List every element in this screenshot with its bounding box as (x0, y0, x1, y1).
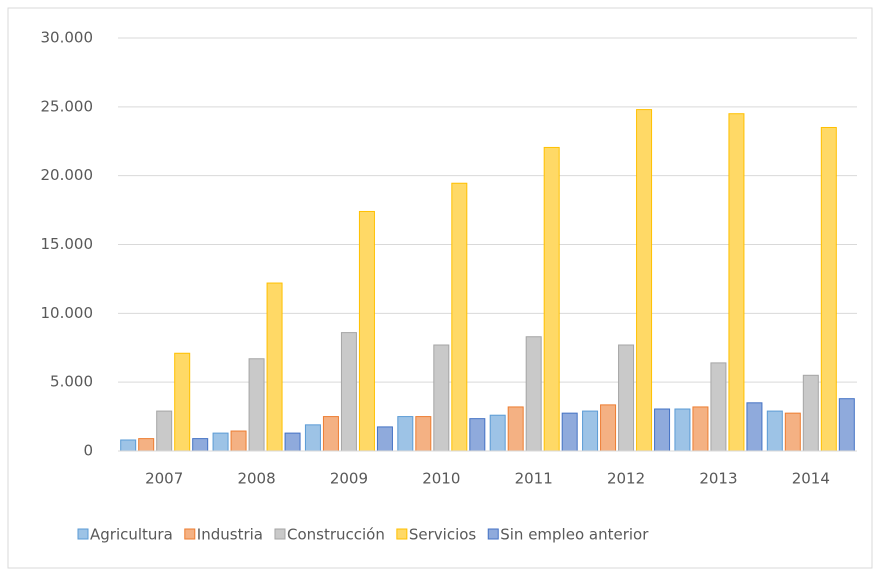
bar (469, 418, 486, 452)
bar (600, 404, 617, 452)
legend-label: Industria (197, 526, 263, 544)
chart-frame (7, 7, 873, 569)
bar (802, 374, 819, 452)
legend-swatch (396, 528, 408, 540)
y-tick-label: 5.000 (50, 373, 93, 391)
legend-swatch (487, 528, 499, 540)
x-tick-label: 2009 (330, 470, 368, 488)
bar (838, 398, 855, 452)
bar (654, 408, 671, 452)
legend-swatch (77, 528, 89, 540)
x-tick-label: 2010 (422, 470, 460, 488)
y-tick-label: 20.000 (41, 166, 94, 184)
bar (489, 414, 506, 452)
legend-label: Construcción (287, 526, 385, 544)
bar (784, 412, 801, 452)
bar (618, 344, 635, 452)
bar (266, 282, 283, 452)
x-tick-label: 2008 (237, 470, 275, 488)
bar (820, 126, 837, 452)
legend-swatch (274, 528, 286, 540)
y-tick-label: 10.000 (41, 304, 94, 322)
legend-label: Sin empleo anterior (500, 526, 649, 544)
y-tick-label: 30.000 (41, 29, 94, 47)
x-tick-label: 2012 (607, 470, 645, 488)
bar (507, 406, 524, 452)
bar (230, 430, 247, 452)
bar (397, 416, 414, 452)
bar (674, 408, 691, 452)
bar (766, 410, 783, 452)
bar (376, 426, 393, 452)
bar (543, 146, 560, 452)
legend-label: Agricultura (90, 526, 173, 544)
bar (582, 410, 599, 452)
bar (304, 424, 321, 452)
y-tick-label: 15.000 (41, 235, 94, 253)
bar (525, 336, 542, 452)
bar (138, 438, 155, 452)
bar (120, 439, 137, 452)
x-tick-label: 2014 (792, 470, 830, 488)
bar (746, 402, 763, 452)
bar (284, 432, 301, 452)
bar (415, 416, 432, 452)
x-tick-label: 2013 (699, 470, 737, 488)
bar (212, 432, 229, 452)
bar (322, 416, 339, 452)
x-tick-label: 2007 (145, 470, 183, 488)
bar (710, 362, 727, 452)
bar (358, 210, 375, 452)
bar (340, 332, 357, 452)
legend-swatch (184, 528, 196, 540)
y-tick-label: 25.000 (41, 97, 94, 115)
bar (248, 358, 265, 452)
bar (561, 412, 578, 452)
x-tick-label: 2011 (515, 470, 553, 488)
bar (192, 438, 209, 452)
bar (433, 344, 450, 452)
y-tick-label: 0 (83, 442, 93, 460)
bar (692, 406, 709, 452)
bar (728, 113, 745, 452)
bar (636, 109, 653, 452)
bar (156, 410, 173, 452)
legend-label: Servicios (409, 526, 477, 544)
bar (451, 182, 468, 452)
bar (174, 352, 191, 452)
